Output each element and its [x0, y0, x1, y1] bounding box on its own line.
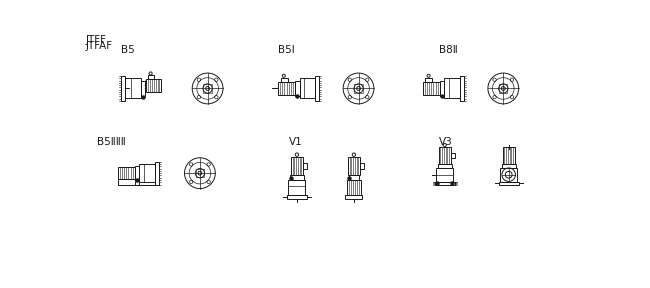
Bar: [440, 81, 445, 96]
Bar: [345, 196, 363, 198]
Bar: [499, 84, 508, 93]
Bar: [502, 164, 515, 168]
Bar: [445, 78, 460, 98]
Bar: [348, 157, 360, 175]
Bar: [118, 167, 135, 179]
Bar: [460, 76, 463, 101]
Bar: [451, 153, 455, 158]
Bar: [148, 75, 155, 79]
Bar: [348, 175, 359, 180]
Bar: [287, 196, 307, 198]
Bar: [360, 163, 364, 169]
Bar: [439, 147, 451, 164]
Bar: [122, 76, 125, 101]
Bar: [291, 157, 303, 175]
Bar: [146, 79, 161, 92]
Bar: [436, 168, 453, 182]
Text: V3: V3: [439, 137, 452, 147]
Text: B8Ⅱ: B8Ⅱ: [439, 45, 458, 54]
Bar: [155, 162, 159, 185]
Bar: [289, 180, 306, 196]
Bar: [502, 147, 515, 164]
Text: B5Ⅰ: B5Ⅰ: [278, 45, 294, 54]
Bar: [303, 163, 307, 169]
Bar: [499, 182, 519, 185]
Bar: [196, 169, 204, 177]
Text: B5: B5: [122, 45, 135, 54]
Text: JTFAF: JTFAF: [85, 41, 112, 52]
Text: JTFF: JTFF: [85, 35, 106, 45]
Bar: [290, 175, 304, 180]
Bar: [300, 78, 315, 98]
Bar: [315, 76, 319, 101]
Bar: [435, 182, 455, 185]
Text: V1: V1: [289, 137, 303, 147]
Bar: [140, 164, 155, 182]
Bar: [423, 82, 440, 95]
Bar: [425, 78, 432, 82]
Bar: [281, 78, 288, 82]
Bar: [500, 168, 517, 182]
Bar: [438, 164, 452, 168]
Bar: [125, 78, 140, 98]
Bar: [354, 84, 363, 93]
Bar: [203, 84, 212, 93]
Bar: [140, 81, 145, 96]
Bar: [295, 81, 300, 96]
Bar: [347, 180, 361, 196]
Text: B5ⅡⅡⅡ: B5ⅡⅡⅡ: [97, 137, 125, 147]
Bar: [135, 166, 140, 180]
Bar: [278, 82, 295, 95]
